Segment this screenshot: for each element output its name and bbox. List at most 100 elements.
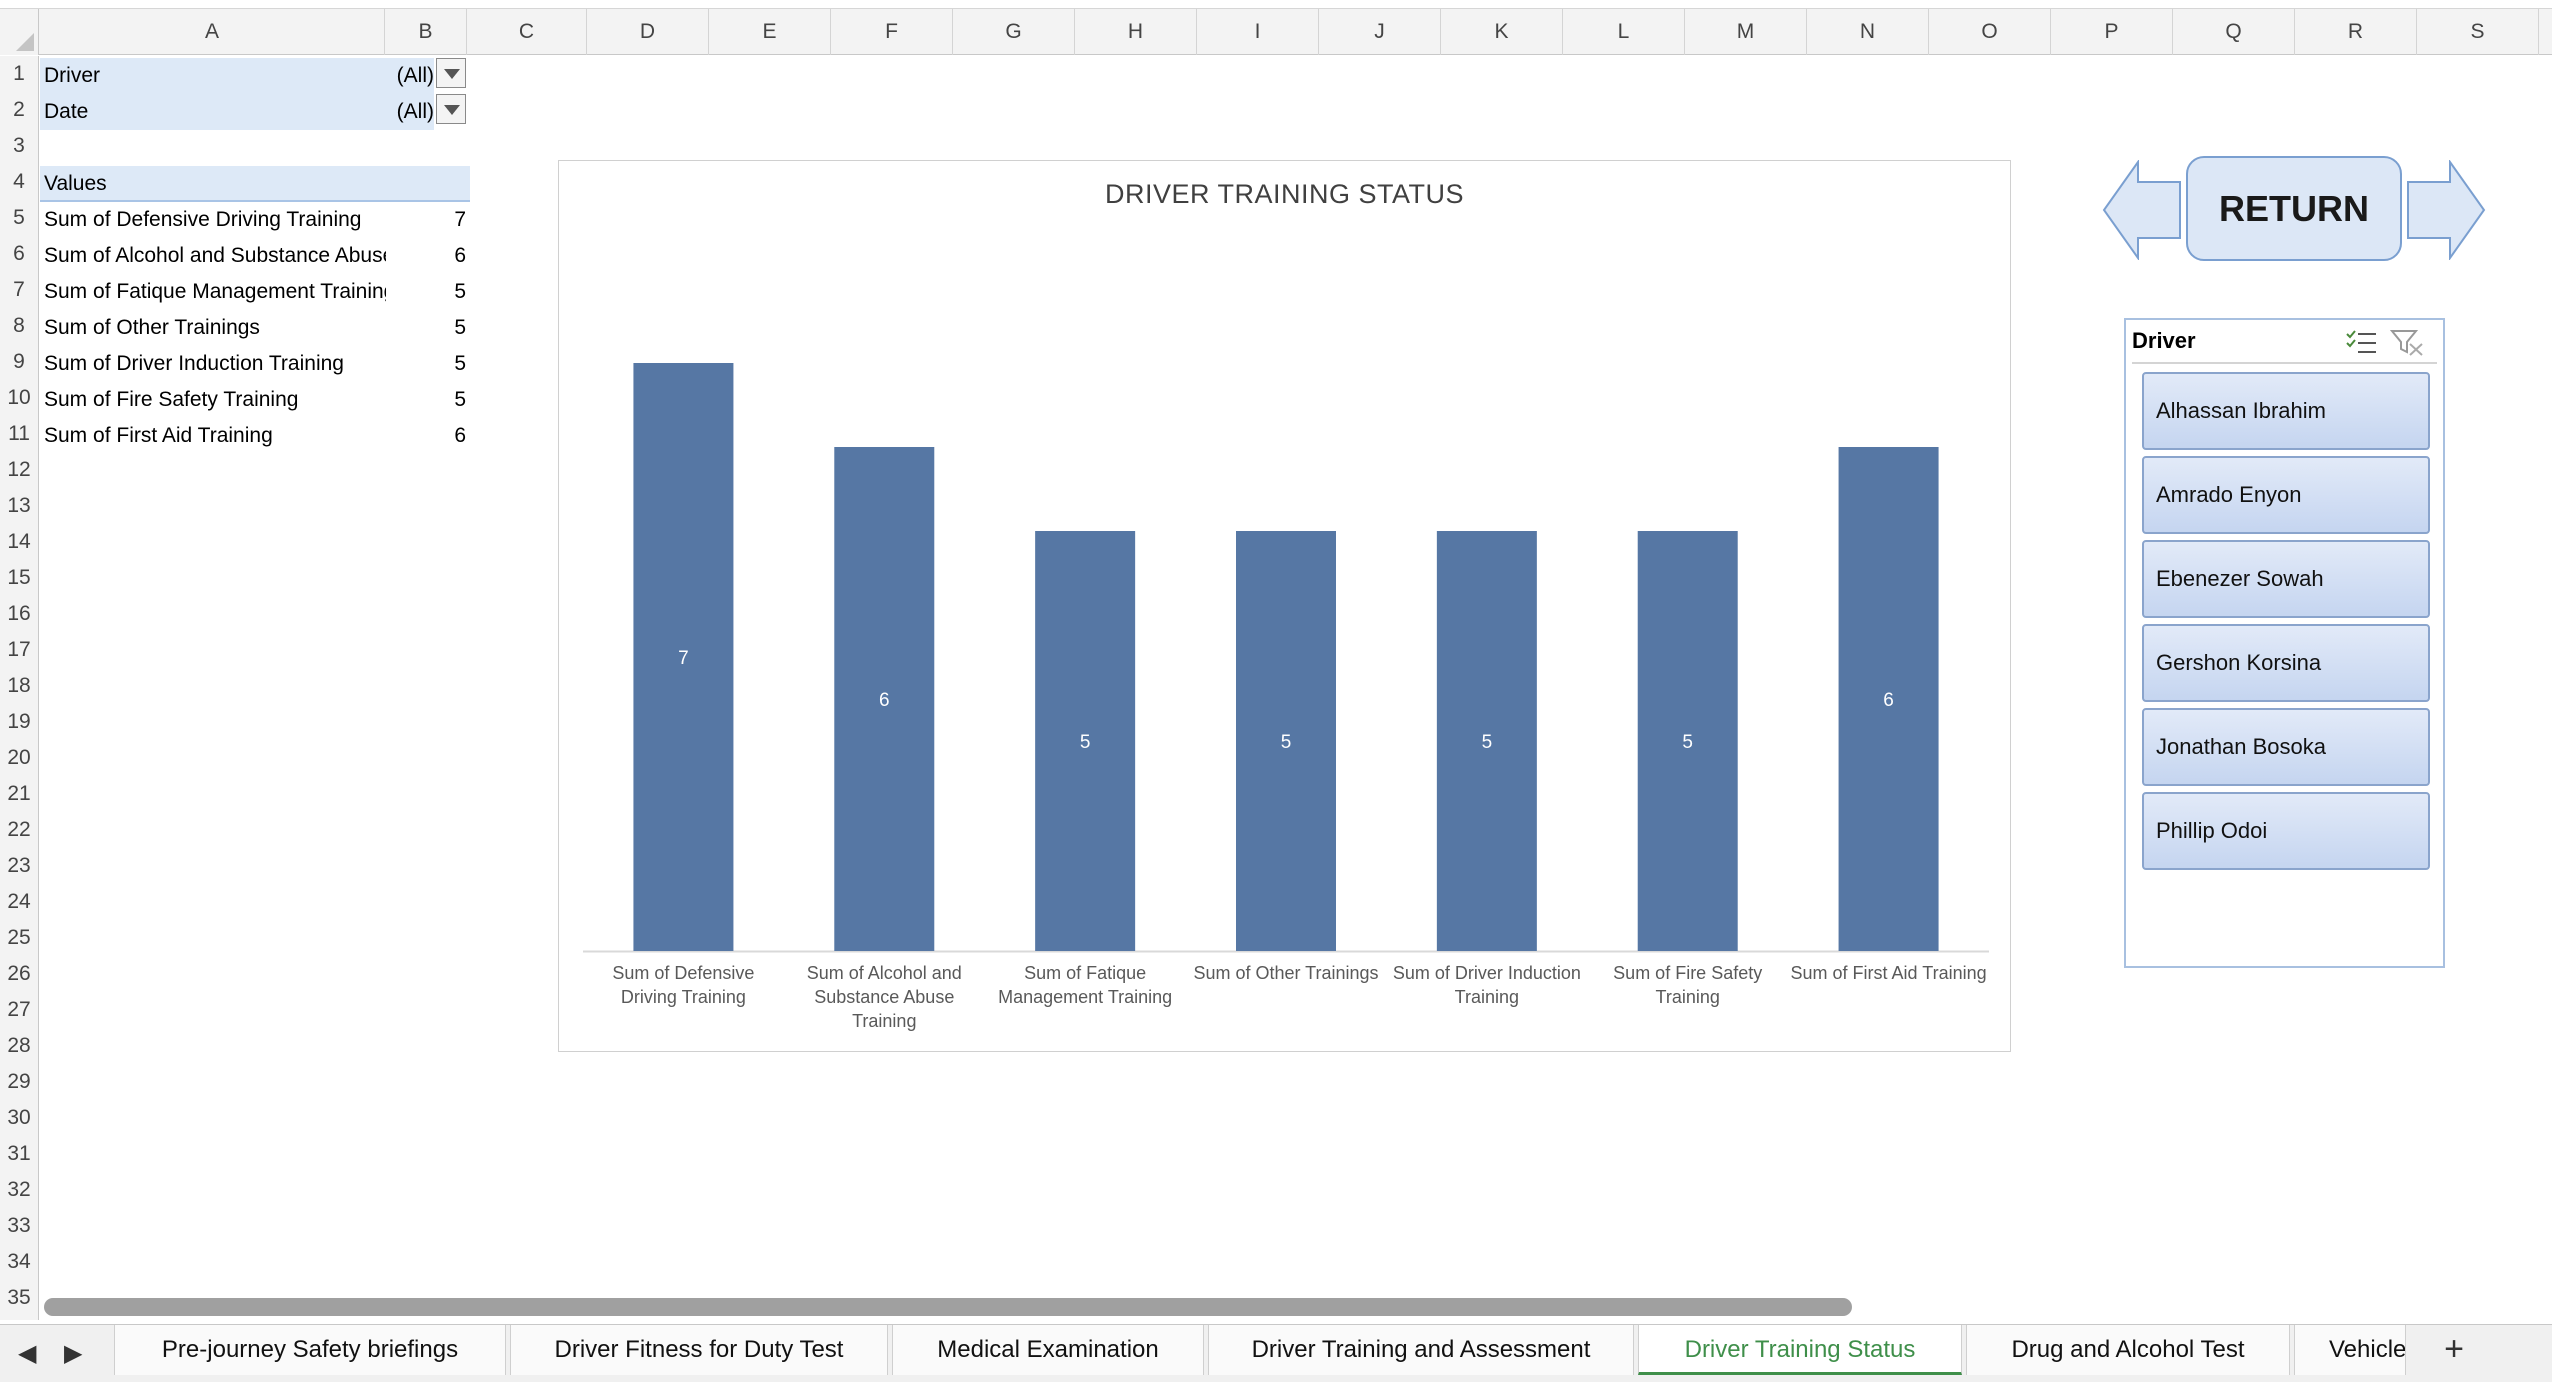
chart-bar[interactable] [1436, 531, 1537, 951]
values-header-underline [40, 200, 470, 202]
column-header[interactable]: E [709, 9, 831, 55]
row-header[interactable]: 28 [7, 1034, 31, 1057]
slicer-item[interactable]: Phillip Odoi [2142, 792, 2430, 870]
chart-bar[interactable] [633, 363, 734, 951]
pivot-row-label: Sum of First Aid Training [44, 424, 273, 447]
column-header[interactable]: C [467, 9, 587, 55]
sheet-tab-bar: ◀ ▶ Pre-journey Safety briefings Driver … [0, 1324, 2552, 1382]
row-header[interactable]: 19 [7, 710, 31, 733]
row-header[interactable]: 29 [7, 1070, 31, 1093]
select-all-corner[interactable] [0, 9, 39, 55]
row-header[interactable]: 27 [7, 998, 31, 1021]
column-header[interactable]: O [1929, 9, 2051, 55]
row-header[interactable]: 9 [13, 350, 25, 373]
filter-driver-dropdown[interactable] [436, 58, 466, 88]
column-header[interactable]: A [40, 9, 385, 55]
tab-drug-and-alcohol-test[interactable]: Drug and Alcohol Test [1966, 1325, 2290, 1375]
tab-driver-training-and-assessment[interactable]: Driver Training and Assessment [1208, 1325, 1634, 1375]
row-header[interactable]: 20 [7, 746, 31, 769]
row-header[interactable]: 25 [7, 926, 31, 949]
arrow-left-icon[interactable] [2102, 160, 2182, 260]
row-header[interactable]: 11 [8, 422, 30, 445]
column-header[interactable]: L [1563, 9, 1685, 55]
row-header[interactable]: 8 [13, 314, 25, 337]
row-header[interactable]: 3 [13, 134, 25, 157]
row-header[interactable]: 32 [7, 1178, 31, 1201]
column-header[interactable]: R [2295, 9, 2417, 55]
slicer-title: Driver [2132, 328, 2196, 353]
arrow-right-icon[interactable] [2406, 160, 2486, 260]
slicer-separator [2132, 362, 2437, 364]
row-header[interactable]: 13 [7, 494, 31, 517]
chart-data-label: 7 [678, 648, 689, 669]
row-header[interactable]: 35 [7, 1286, 31, 1309]
pivot-row-value: 7 [454, 208, 466, 231]
tab-medical-examination[interactable]: Medical Examination [892, 1325, 1204, 1375]
row-header[interactable]: 10 [7, 386, 31, 409]
tab-scroll-right-icon[interactable]: ▶ [64, 1340, 83, 1367]
chart-category-label: Sum of First Aid Training [1791, 963, 1987, 983]
pivot-row-label: Sum of Alcohol and Substance Abuse Train… [44, 244, 386, 267]
column-header[interactable]: Q [2173, 9, 2295, 55]
row-header[interactable]: 4 [13, 170, 25, 193]
row-header[interactable]: 6 [13, 242, 25, 265]
column-header[interactable]: N [1807, 9, 1929, 55]
column-header[interactable]: H [1075, 9, 1197, 55]
column-header[interactable]: J [1319, 9, 1441, 55]
slicer-item[interactable]: Gershon Korsina [2142, 624, 2430, 702]
driver-training-chart[interactable]: DRIVER TRAINING STATUS 7 Sum of Defensive… [558, 160, 2011, 1052]
row-header[interactable]: 34 [7, 1250, 31, 1273]
row-header[interactable]: 33 [7, 1214, 31, 1237]
row-header[interactable]: 15 [7, 566, 31, 589]
row-header[interactable]: 14 [7, 530, 31, 553]
filter-driver-label: Driver [40, 58, 430, 94]
row-header[interactable]: 30 [7, 1106, 31, 1129]
row-header[interactable]: 24 [7, 890, 31, 913]
row-header[interactable]: 12 [7, 458, 31, 481]
slicer-item[interactable]: Alhassan Ibrahim [2142, 372, 2430, 450]
row-header[interactable]: 5 [13, 206, 25, 229]
row-header[interactable]: 18 [7, 674, 31, 697]
tab-driver-fitness-for-duty-test[interactable]: Driver Fitness for Duty Test [510, 1325, 888, 1375]
slicer-item[interactable]: Amrado Enyon [2142, 456, 2430, 534]
column-header[interactable]: M [1685, 9, 1807, 55]
horizontal-scrollbar[interactable] [44, 1298, 1852, 1316]
row-header[interactable]: 23 [7, 854, 31, 877]
filter-date-dropdown[interactable] [436, 94, 466, 124]
slicer-item[interactable]: Jonathan Bosoka [2142, 708, 2430, 786]
chart-bar[interactable] [1838, 447, 1939, 951]
row-header[interactable]: 22 [7, 818, 31, 841]
row-header[interactable]: 7 [13, 278, 25, 301]
tab-pre-journey-safety-briefings[interactable]: Pre-journey Safety briefings [114, 1325, 506, 1375]
chart-bar[interactable] [1035, 531, 1136, 951]
multi-select-icon[interactable] [2344, 328, 2378, 356]
clear-filter-icon[interactable] [2390, 328, 2424, 356]
tab-driver-training-status[interactable]: Driver Training Status [1638, 1325, 1962, 1375]
chart-bar[interactable] [1236, 531, 1336, 951]
column-header[interactable]: B [385, 9, 467, 55]
row-header[interactable]: 1 [13, 62, 25, 85]
tab-vehicle[interactable]: Vehicle [2294, 1325, 2406, 1375]
row-header[interactable]: 26 [7, 962, 31, 985]
row-header[interactable]: 17 [7, 638, 31, 661]
row-header[interactable]: 31 [7, 1142, 31, 1165]
add-sheet-button[interactable]: + [2444, 1330, 2464, 1368]
column-header[interactable]: F [831, 9, 953, 55]
row-header[interactable]: 2 [13, 98, 25, 121]
slicer-item[interactable]: Ebenezer Sowah [2142, 540, 2430, 618]
chart-bar[interactable] [1637, 531, 1738, 951]
select-all-triangle [16, 33, 34, 51]
column-header[interactable]: G [953, 9, 1075, 55]
return-button[interactable]: RETURN [2186, 156, 2402, 261]
column-header[interactable]: I [1197, 9, 1319, 55]
tab-scroll-left-icon[interactable]: ◀ [18, 1340, 37, 1367]
row-header[interactable]: 16 [7, 602, 31, 625]
column-header[interactable]: S [2417, 9, 2539, 55]
column-header[interactable]: D [587, 9, 709, 55]
column-header[interactable]: K [1441, 9, 1563, 55]
chart-category-label: Sum of Fire Safety Training [1613, 963, 1762, 1007]
pivot-row-value: 5 [454, 316, 466, 339]
row-header[interactable]: 21 [7, 782, 31, 805]
column-header[interactable]: P [2051, 9, 2173, 55]
chart-bar[interactable] [834, 447, 935, 951]
